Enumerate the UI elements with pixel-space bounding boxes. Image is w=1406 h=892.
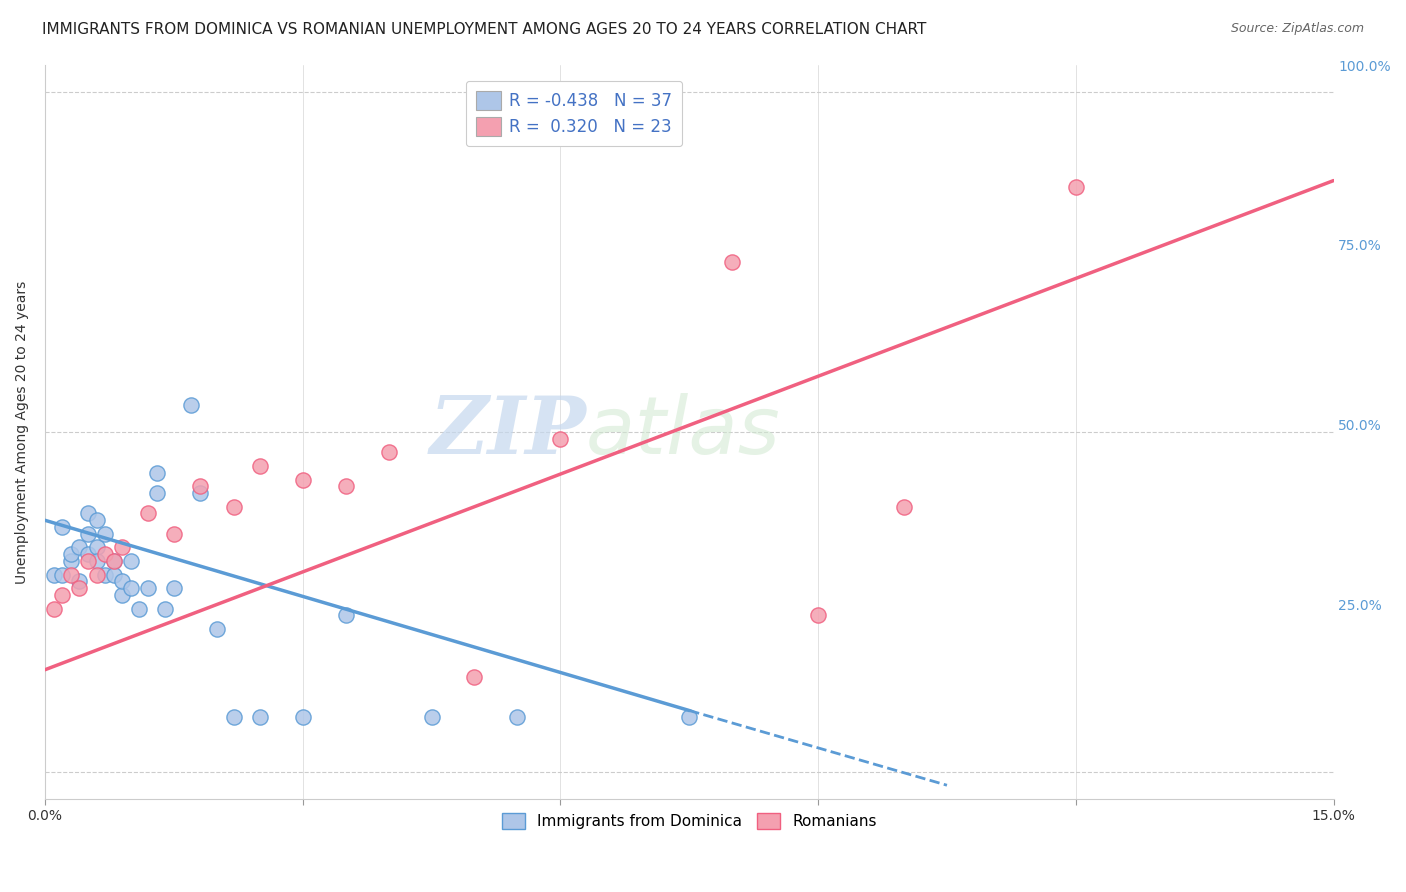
- Point: [420, 710, 443, 724]
- Point: [222, 710, 245, 724]
- Point: [205, 622, 228, 636]
- Point: [678, 710, 700, 724]
- Point: [188, 486, 211, 500]
- Point: [120, 581, 142, 595]
- Point: [67, 581, 90, 595]
- Point: [86, 554, 108, 568]
- Point: [51, 520, 73, 534]
- Point: [120, 554, 142, 568]
- Point: [59, 554, 82, 568]
- Y-axis label: Unemployment Among Ages 20 to 24 years: Unemployment Among Ages 20 to 24 years: [15, 280, 30, 583]
- Point: [222, 500, 245, 514]
- Point: [335, 608, 357, 623]
- Point: [249, 458, 271, 473]
- Point: [94, 547, 117, 561]
- Point: [86, 567, 108, 582]
- Point: [136, 581, 159, 595]
- Text: IMMIGRANTS FROM DOMINICA VS ROMANIAN UNEMPLOYMENT AMONG AGES 20 TO 24 YEARS CORR: IMMIGRANTS FROM DOMINICA VS ROMANIAN UNE…: [42, 22, 927, 37]
- Point: [67, 541, 90, 555]
- Point: [103, 567, 125, 582]
- Point: [51, 567, 73, 582]
- Point: [807, 608, 830, 623]
- Point: [188, 479, 211, 493]
- Point: [136, 507, 159, 521]
- Point: [291, 710, 314, 724]
- Point: [111, 574, 134, 589]
- Point: [128, 601, 150, 615]
- Point: [111, 541, 134, 555]
- Text: ZIP: ZIP: [429, 393, 586, 471]
- Point: [145, 486, 167, 500]
- Point: [94, 527, 117, 541]
- Text: Source: ZipAtlas.com: Source: ZipAtlas.com: [1230, 22, 1364, 36]
- Point: [1064, 180, 1087, 194]
- Point: [111, 588, 134, 602]
- Point: [59, 547, 82, 561]
- Point: [145, 466, 167, 480]
- Point: [103, 554, 125, 568]
- Point: [463, 669, 485, 683]
- Point: [163, 581, 186, 595]
- Point: [506, 710, 529, 724]
- Point: [103, 554, 125, 568]
- Point: [291, 473, 314, 487]
- Legend: Immigrants from Dominica, Romanians: Immigrants from Dominica, Romanians: [495, 807, 883, 835]
- Point: [42, 601, 65, 615]
- Point: [77, 547, 100, 561]
- Point: [180, 398, 202, 412]
- Point: [51, 588, 73, 602]
- Point: [86, 541, 108, 555]
- Point: [77, 554, 100, 568]
- Point: [77, 527, 100, 541]
- Point: [155, 601, 177, 615]
- Point: [94, 567, 117, 582]
- Point: [67, 574, 90, 589]
- Point: [377, 445, 399, 459]
- Point: [42, 567, 65, 582]
- Point: [86, 513, 108, 527]
- Point: [77, 507, 100, 521]
- Point: [550, 432, 572, 446]
- Point: [249, 710, 271, 724]
- Point: [163, 527, 186, 541]
- Point: [59, 567, 82, 582]
- Point: [893, 500, 915, 514]
- Point: [335, 479, 357, 493]
- Point: [721, 255, 744, 269]
- Text: atlas: atlas: [586, 393, 780, 471]
